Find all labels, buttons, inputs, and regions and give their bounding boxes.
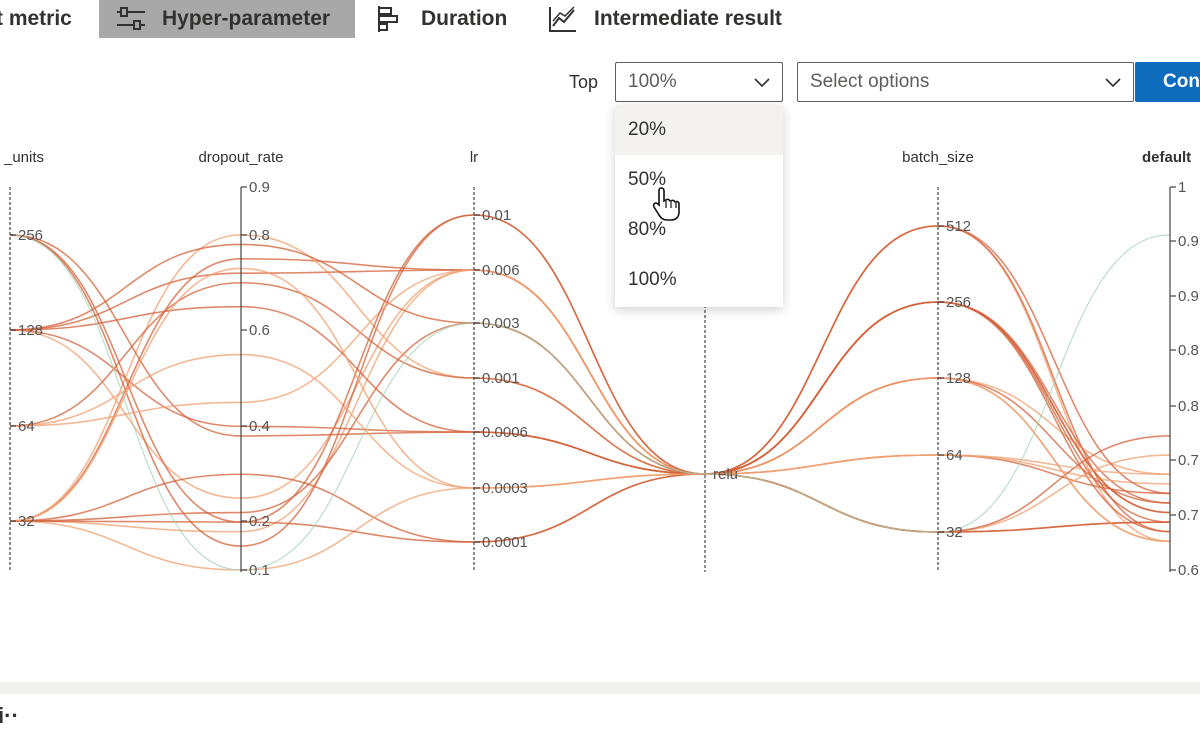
tick-label: 32 <box>18 513 35 530</box>
tick-label: 0.01 <box>482 207 511 224</box>
hyper-parameter-chart: _units 256 128 64 32 dropout_rate 0.9 0.8 0.6 0.4… <box>3 149 1199 579</box>
trial-line[interactable] <box>9 377 1171 543</box>
tick-label: 0.4 <box>249 418 270 435</box>
sliders-icon <box>116 5 146 33</box>
top-label: Top <box>569 72 599 92</box>
tick-label: 0.0006 <box>482 424 528 441</box>
top-percent-menu: 20% 50% 80% 100% <box>615 105 783 307</box>
section-divider <box>0 682 1200 694</box>
menu-option-label: 80% <box>628 219 667 240</box>
axis-activation: relu <box>704 300 738 572</box>
axis-label: default <box>1142 149 1191 166</box>
tick-label: 0.6 <box>249 322 270 339</box>
tab-label: Duration <box>421 7 508 30</box>
tick-label: 0.0003 <box>482 480 528 497</box>
tick-label: 128 <box>18 322 43 339</box>
trial-line[interactable] <box>9 225 1171 543</box>
tab-label: t metric <box>0 7 72 30</box>
tick-label: 0.2 <box>249 513 270 530</box>
chevron-down-icon <box>754 78 770 88</box>
chart-line-icon <box>548 5 578 33</box>
trial-line[interactable] <box>9 225 1171 495</box>
tick-label: relu <box>713 466 738 483</box>
trial-line[interactable] <box>9 353 1171 533</box>
menu-option-50[interactable]: 50% <box>615 155 783 205</box>
trial-line[interactable] <box>9 234 1171 543</box>
tick-label: 64 <box>946 447 963 464</box>
menu-option-100[interactable]: 100% <box>615 255 783 305</box>
tick-label: 0.7 <box>1178 507 1199 524</box>
trial-line[interactable] <box>9 243 1171 514</box>
tick-label: 256 <box>18 227 43 244</box>
tick-label: 0.6 <box>1178 562 1199 579</box>
tab-hyper-parameter[interactable]: Hyper-parameter <box>99 0 355 38</box>
trial-lines <box>9 214 1171 571</box>
hand-cursor-icon <box>652 187 680 221</box>
trial-line[interactable] <box>9 225 1171 533</box>
tab-label: Hyper-parameter <box>162 7 331 30</box>
tick-label: 64 <box>18 418 35 435</box>
tick-label: 1 <box>1178 179 1186 196</box>
view-tabs: t metric Hyper-parameter Duration <box>0 0 1200 40</box>
confirm-button[interactable]: Con <box>1135 62 1200 102</box>
chevron-down-icon <box>1105 78 1121 88</box>
tick-label: 0.7 <box>1178 452 1199 469</box>
menu-option-label: 50% <box>628 169 667 190</box>
menu-option-80[interactable]: 80% <box>615 205 783 255</box>
trial-line[interactable] <box>9 301 1171 504</box>
axis-label: _units <box>3 149 44 166</box>
select-options-dropdown[interactable]: Select options <box>797 62 1134 102</box>
select-options-placeholder: Select options <box>810 71 930 92</box>
tick-label: 0.006 <box>482 262 520 279</box>
trial-line[interactable] <box>9 214 1171 523</box>
axis-batch_size: batch_size 512 256 128 64 32 <box>902 149 974 572</box>
menu-option-label: 100% <box>628 269 677 290</box>
tick-label: 512 <box>946 218 971 235</box>
trial-line[interactable] <box>9 234 1171 571</box>
top-percent-value: 100% <box>628 71 677 92</box>
tab-default-metric[interactable]: t metric <box>0 0 72 38</box>
duration-icon <box>375 5 405 33</box>
tick-label: 0.9 <box>1178 233 1199 250</box>
next-section-title: i·· <box>0 703 19 728</box>
trial-line[interactable] <box>9 269 1171 499</box>
tab-duration[interactable]: Duration <box>375 0 507 38</box>
tab-intermediate-result[interactable]: Intermediate result <box>548 0 782 38</box>
tick-label: 0.8 <box>249 227 270 244</box>
trial-line[interactable] <box>9 454 1171 571</box>
tick-label: 0.001 <box>482 370 520 387</box>
tick-label: 0.0001 <box>482 534 528 551</box>
tick-label: 256 <box>946 294 971 311</box>
confirm-label: Con <box>1163 71 1200 92</box>
tick-label: 32 <box>946 524 963 541</box>
tick-label: 0.9 <box>249 179 270 196</box>
menu-option-label: 20% <box>628 119 667 140</box>
tick-label: 0.8 <box>1178 342 1199 359</box>
top-percent-dropdown[interactable]: 100% <box>615 62 783 102</box>
tick-label: 128 <box>946 370 971 387</box>
menu-option-20[interactable]: 20% <box>615 105 783 155</box>
axis-label: dropout_rate <box>198 149 283 166</box>
tab-label: Intermediate result <box>594 7 782 30</box>
tick-label: 0.9 <box>1178 288 1199 305</box>
tick-label: 0.8 <box>1178 398 1199 415</box>
axis-hidden_units: _units 256 128 64 32 <box>3 149 44 572</box>
axis-label: lr <box>470 149 478 166</box>
tick-label: 0.003 <box>482 315 520 332</box>
axis-lr: lr 0.01 0.006 0.003 0.001 0.0006 0.0003 0.0001 <box>470 149 528 572</box>
axis-default: default 1 0.9 0.9 0.8 0.8 0.7 0.7 0.6 <box>1142 149 1199 579</box>
axis-dropout_rate: dropout_rate 0.9 0.8 0.6 0.4 0.2 0.1 <box>198 149 283 579</box>
axis-label: batch_size <box>902 149 974 166</box>
tick-label: 0.1 <box>249 562 270 579</box>
